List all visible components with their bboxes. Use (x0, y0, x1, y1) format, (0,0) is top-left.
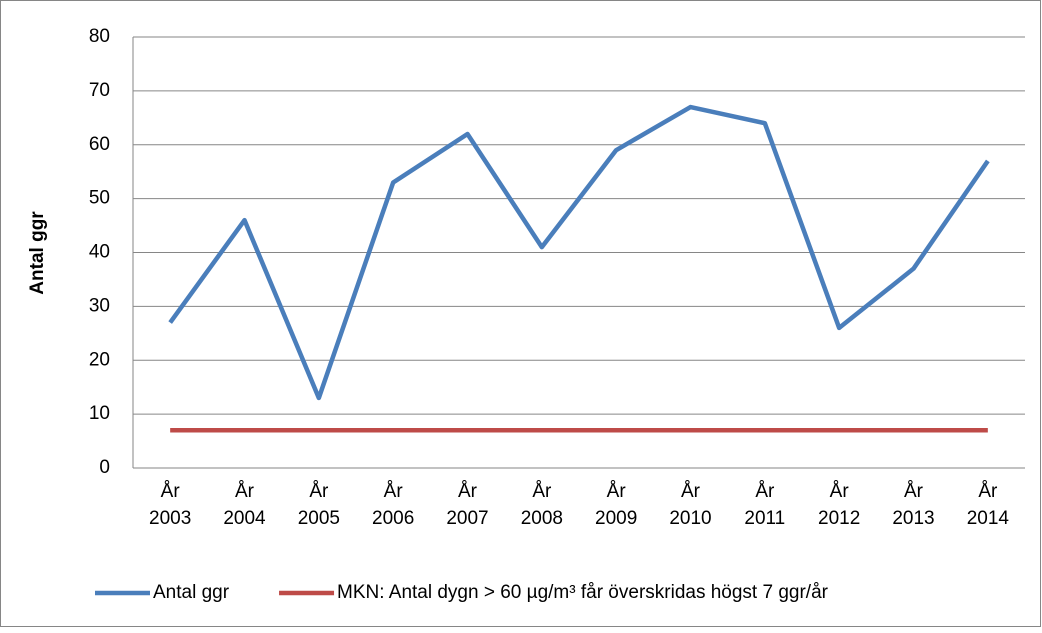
x-tick-label: År 2004 (223, 481, 266, 529)
y-tick-label: 30 (89, 295, 110, 316)
y-tick-label: 20 (89, 349, 110, 370)
x-tick-label: År 2011 (744, 481, 785, 529)
x-tick-label: År 2003 (149, 481, 191, 529)
y-tick-label: 70 (89, 80, 110, 101)
y-tick-label: 80 (89, 26, 110, 47)
y-tick-label: 50 (89, 188, 110, 209)
x-tick-label: År 2006 (372, 481, 414, 529)
x-tick-label: År 2005 (298, 481, 340, 529)
x-tick-label: År 2013 (892, 481, 934, 529)
x-tick-label: År 2014 (967, 481, 1010, 529)
x-tick-label: År 2008 (521, 481, 563, 529)
legend-label: MKN: Antal dygn > 60 µg/m³ får överskrid… (337, 582, 829, 603)
x-tick-label: År 2009 (595, 481, 637, 529)
x-tick-label: År 2012 (818, 481, 860, 529)
x-tick-label: År 2007 (446, 481, 488, 529)
x-tick-label: År 2010 (669, 481, 711, 529)
y-tick-label: 60 (89, 134, 110, 155)
y-axis-label: Antal ggr (27, 211, 48, 295)
series-line (168, 104, 990, 401)
y-tick-label: 0 (99, 457, 110, 478)
y-tick-label: 10 (89, 403, 110, 424)
y-tick-label: 40 (89, 242, 110, 263)
legend-label: Antal ggr (153, 582, 230, 603)
